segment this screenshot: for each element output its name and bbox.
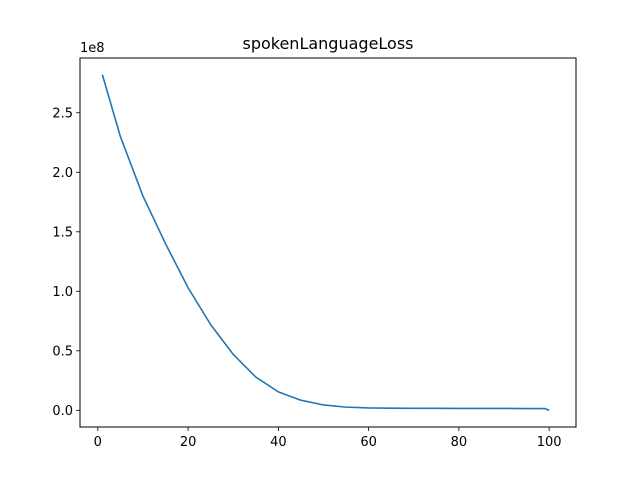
y-tick-label: 1.5 [52,225,73,240]
x-tick-label: 20 [180,435,197,450]
chart-title: spokenLanguageLoss [242,34,413,53]
y-tick-label: 2.0 [52,166,73,181]
y-tick-label: 0.5 [52,344,73,359]
plot-area: 0 20 40 60 80 100 0.0 0.5 1.0 1.5 2.0 2.5 [52,57,577,450]
plot-frame [79,57,577,428]
x-tick-label: 80 [451,435,468,450]
y-tick-label: 0.0 [52,404,73,419]
y-tick-label: 1.0 [52,285,73,300]
y-tick-label: 2.5 [52,106,73,121]
x-tick-label: 100 [537,435,562,450]
x-tick-label: 60 [360,435,377,450]
x-tick-label: 0 [94,435,102,450]
y-offset-label: 1e8 [80,41,105,56]
series-line-0 [101,74,550,412]
x-tick-label: 40 [270,435,287,450]
